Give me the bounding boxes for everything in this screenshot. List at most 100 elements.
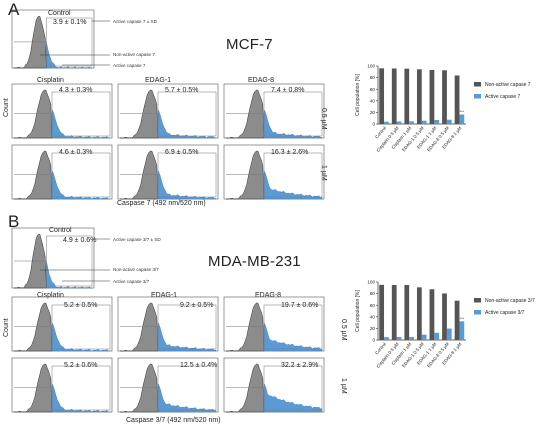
bar-a-ytick-label-60: 60: [370, 87, 376, 92]
hist-a-r1c2-nonactive: [120, 89, 159, 139]
hist-a-r1c1-gate: [51, 91, 111, 137]
hist-a-r1c2-gate: [157, 91, 217, 137]
bar-b-ytick-label-100: 100: [367, 280, 375, 285]
bar-a-bar-s0-6: [454, 75, 460, 124]
bar-a-ytick-label-40: 40: [370, 98, 376, 103]
bar-a-legend-label-0: Non-active capase 7: [485, 82, 531, 88]
bar-b-bar-s1-3: [421, 334, 427, 340]
hist-b-control-frame: [11, 227, 95, 289]
bar-a-ylabel: Cell population [%]: [355, 74, 361, 116]
hist-a-r1c1-nonactive: [14, 89, 53, 139]
bar-a-legend-swatch-1: [474, 94, 481, 99]
bar-a-bar-s0-2: [404, 68, 410, 124]
bar-a-bar-s1-3: [421, 120, 427, 124]
bar-a-signif: ***: [460, 109, 465, 114]
hist-b-control-active: [46, 261, 92, 289]
hist-b-r2c3-nonactive: [226, 363, 265, 413]
hist-a-r2c3-nonactive: [226, 150, 265, 200]
panel-a-value-r1c2: 5.7 ± 0.5%: [165, 87, 199, 94]
hist-a-r1c3-active: [263, 110, 323, 139]
bar-a-bar-s0-3: [416, 69, 422, 124]
bar-b-bar-s0-2: [404, 285, 410, 340]
panel-b-value-r2c1: 5.2 ± 0.6%: [64, 362, 98, 369]
hist-b-r2c1-nonactive: [14, 363, 53, 413]
panel-a-col-title-edag1: EDAG-1: [145, 77, 172, 84]
panel-a-col-title-edag8: EDAG-8: [248, 77, 275, 84]
panel-a-value-r2c2: 6.9 ± 0.5%: [165, 149, 199, 156]
bar-a-bar-s1-0: [384, 121, 389, 124]
panel-b-value-r1c3: 19.7 ± 0.6%: [281, 302, 319, 309]
bar-a-bar-s1-2: [409, 121, 414, 124]
bar-b-bar-s0-6: [454, 300, 460, 340]
panel-a-annotation-sd: Active capase 7 ± SD: [113, 19, 157, 24]
hist-a-control-nonactive: [14, 15, 47, 69]
bar-a-ytick-label-80: 80: [370, 75, 376, 80]
panel-a-value-r2c3: 16.3 ± 2.6%: [271, 149, 309, 156]
hist-b-r2c2-nonactive: [120, 363, 159, 413]
panel-a-control-value: 3.9 ± 0.1%: [53, 19, 87, 26]
hist-a-control-active: [46, 42, 92, 69]
panel-b-col-title-edag1: EDAG-1: [151, 292, 178, 299]
panel-b-letter: B: [8, 212, 20, 231]
bar-b-legend-label-0: Non-active capase 3/7: [485, 298, 535, 304]
hist-a-r1c3-gate: [263, 91, 323, 137]
bar-b-ytick-label-40: 40: [370, 314, 376, 319]
bar-a-bar-s1-4: [434, 119, 440, 124]
bar-b-bar-s1-1: [396, 336, 402, 340]
hist-a-r2c3-gate: [263, 152, 323, 198]
bar-a-ytick-label-100: 100: [367, 64, 375, 69]
hist-a-r2c1-nonactive: [14, 150, 53, 200]
bar-b-bar-s0-0: [379, 284, 385, 340]
hist-a-r2c2-active: [157, 171, 217, 200]
panel-a-letter: A: [8, 0, 20, 19]
panel-a-value-r1c1: 4.3 ± 0.3%: [59, 87, 93, 94]
panel-b-control-title: Control: [49, 227, 72, 234]
panel-b-annotation-active: Active capase 3/7: [113, 279, 150, 284]
hist-b-control-gate: [46, 235, 93, 287]
panel-b-value-r1c1: 5.2 ± 0.5%: [64, 302, 98, 309]
bar-b-ytick-label-0: 0: [372, 338, 375, 343]
bar-b-bar-s0-4: [429, 289, 435, 340]
bar-b-signif: ***: [460, 316, 465, 321]
bar-b-legend-swatch-0: [474, 298, 481, 303]
panel-b-annotation-nonactive: Non-active capase 3/7: [113, 267, 159, 272]
hist-a-r1c3-nonactive: [226, 89, 265, 139]
bar-b-bar-s1-5: [446, 328, 452, 340]
hist-b-r1c2-nonactive: [120, 302, 159, 352]
panel-a-x-label: Caspase 7 (492 nm/520 nm): [117, 200, 206, 207]
bar-b-bar-s1-6: [459, 321, 465, 340]
bar-a-bar-s0-1: [391, 68, 397, 124]
bar-a-bar-s1-1: [396, 121, 402, 124]
bar-a-ytick-label-0: 0: [372, 122, 375, 127]
bar-b-bar-s0-1: [391, 285, 397, 340]
hist-a-r2c1-gate: [51, 152, 111, 198]
bar-b-bar-s1-4: [434, 332, 440, 340]
bar-b-legend-swatch-1: [474, 310, 481, 315]
panel-b-col-title-edag8: EDAG-8: [255, 292, 282, 299]
panel-b-control-value: 4.9 ± 0.6%: [63, 237, 97, 244]
bar-a-ytick-label-20: 20: [370, 110, 376, 115]
hist-b-r2c3-gate: [263, 365, 323, 411]
panel-a-col-title-cisplatin: Cisplatin: [37, 77, 64, 84]
hist-b-r2c1-gate: [51, 365, 111, 411]
hist-b-r1c3-active: [263, 323, 323, 352]
hist-b-control-nonactive: [14, 233, 47, 289]
bar-b-bar-s1-0: [384, 337, 389, 340]
panel-a-cell-line: MCF-7: [226, 36, 273, 53]
hist-b-r2c3-active: [263, 384, 323, 413]
hist-b-r1c1-gate: [51, 304, 111, 350]
hist-b-r1c2-active: [157, 323, 217, 352]
bar-b-ytick-label-20: 20: [370, 326, 376, 331]
bar-a-bar-s0-0: [379, 68, 385, 124]
panel-a-value-r2c1: 4.6 ± 0.3%: [59, 149, 93, 156]
bar-b-bar-s0-3: [416, 287, 422, 340]
hist-a-r1c2-active: [157, 110, 217, 139]
bar-b-bar-s1-2: [409, 336, 414, 340]
bar-a-bar-s0-4: [429, 70, 435, 124]
panel-a-annotation-nonactive: Non-active capase 7: [113, 52, 155, 57]
hist-a-r2c1-active: [51, 171, 110, 200]
bar-b-ytick-label-80: 80: [370, 291, 376, 296]
